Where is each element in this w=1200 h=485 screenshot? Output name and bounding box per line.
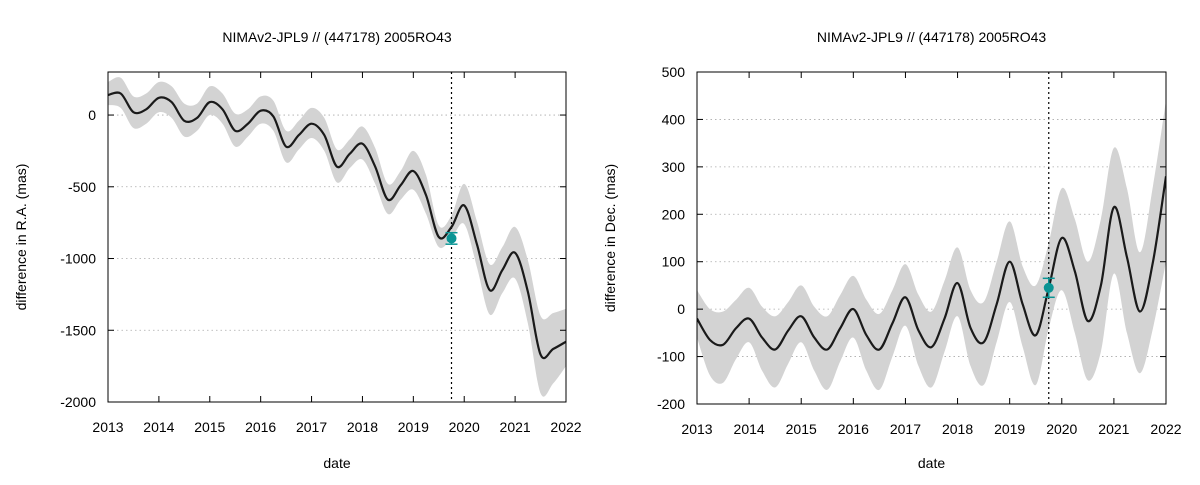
chart-title: NIMAv2-JPL9 // (447178) 2005RO43 <box>817 29 1047 45</box>
y-tick-label: 300 <box>662 159 686 175</box>
y-tick-label: -100 <box>657 349 685 365</box>
y-tick-label: 100 <box>662 254 686 270</box>
uncertainty-band <box>108 77 566 397</box>
observation-point <box>446 233 457 244</box>
x-tick-label: 2021 <box>500 419 531 435</box>
x-tick-label: 2014 <box>734 421 765 437</box>
x-axis-label: date <box>323 455 350 471</box>
x-tick-label: 2015 <box>786 421 817 437</box>
difference-line <box>108 91 566 360</box>
x-tick-label: 2013 <box>681 421 712 437</box>
x-tick-label: 2018 <box>347 419 378 435</box>
x-tick-label: 2017 <box>890 421 921 437</box>
plot-frame <box>696 71 1167 405</box>
y-tick-label: -2000 <box>60 394 96 410</box>
x-tick-label: 2022 <box>1150 421 1181 437</box>
x-tick-label: 2015 <box>194 419 225 435</box>
y-tick-label: -1000 <box>60 251 96 267</box>
y-tick-label: -500 <box>68 179 96 195</box>
y-tick-label: 400 <box>662 111 686 127</box>
y-tick-label: 200 <box>662 206 686 222</box>
chart-title: NIMAv2-JPL9 // (447178) 2005RO43 <box>222 29 452 45</box>
difference-line <box>697 176 1166 351</box>
x-tick-label: 2016 <box>245 419 276 435</box>
x-tick-label: 2020 <box>1046 421 1077 437</box>
y-tick-label: 0 <box>677 301 685 317</box>
y-tick-label: -200 <box>657 396 685 412</box>
x-tick-label: 2016 <box>838 421 869 437</box>
x-tick-label: 2014 <box>143 419 174 435</box>
y-axis-label: difference in Dec. (mas) <box>602 164 618 312</box>
x-tick-label: 2019 <box>398 419 429 435</box>
chart-dec: NIMAv2-JPL9 // (447178) 2005RO43 500 400 30… <box>602 29 1182 471</box>
x-tick-label: 2022 <box>550 419 581 435</box>
chart-ra: NIMAv2-JPL9 // (447178) 2005RO43 0 -500 -10… <box>13 29 582 471</box>
observation-point <box>1043 282 1054 293</box>
x-axis-label: date <box>918 455 945 471</box>
plot-frame <box>107 71 567 403</box>
y-tick-label: 500 <box>662 64 686 80</box>
x-tick-label: 2017 <box>296 419 327 435</box>
x-tick-label: 2019 <box>994 421 1025 437</box>
x-tick-label: 2013 <box>92 419 123 435</box>
y-tick-label: 0 <box>88 107 96 123</box>
x-tick-label: 2018 <box>942 421 973 437</box>
x-tick-label: 2020 <box>449 419 480 435</box>
y-tick-label: -1500 <box>60 322 96 338</box>
y-axis-label: difference in R.A. (mas) <box>13 164 29 311</box>
x-tick-label: 2021 <box>1098 421 1129 437</box>
